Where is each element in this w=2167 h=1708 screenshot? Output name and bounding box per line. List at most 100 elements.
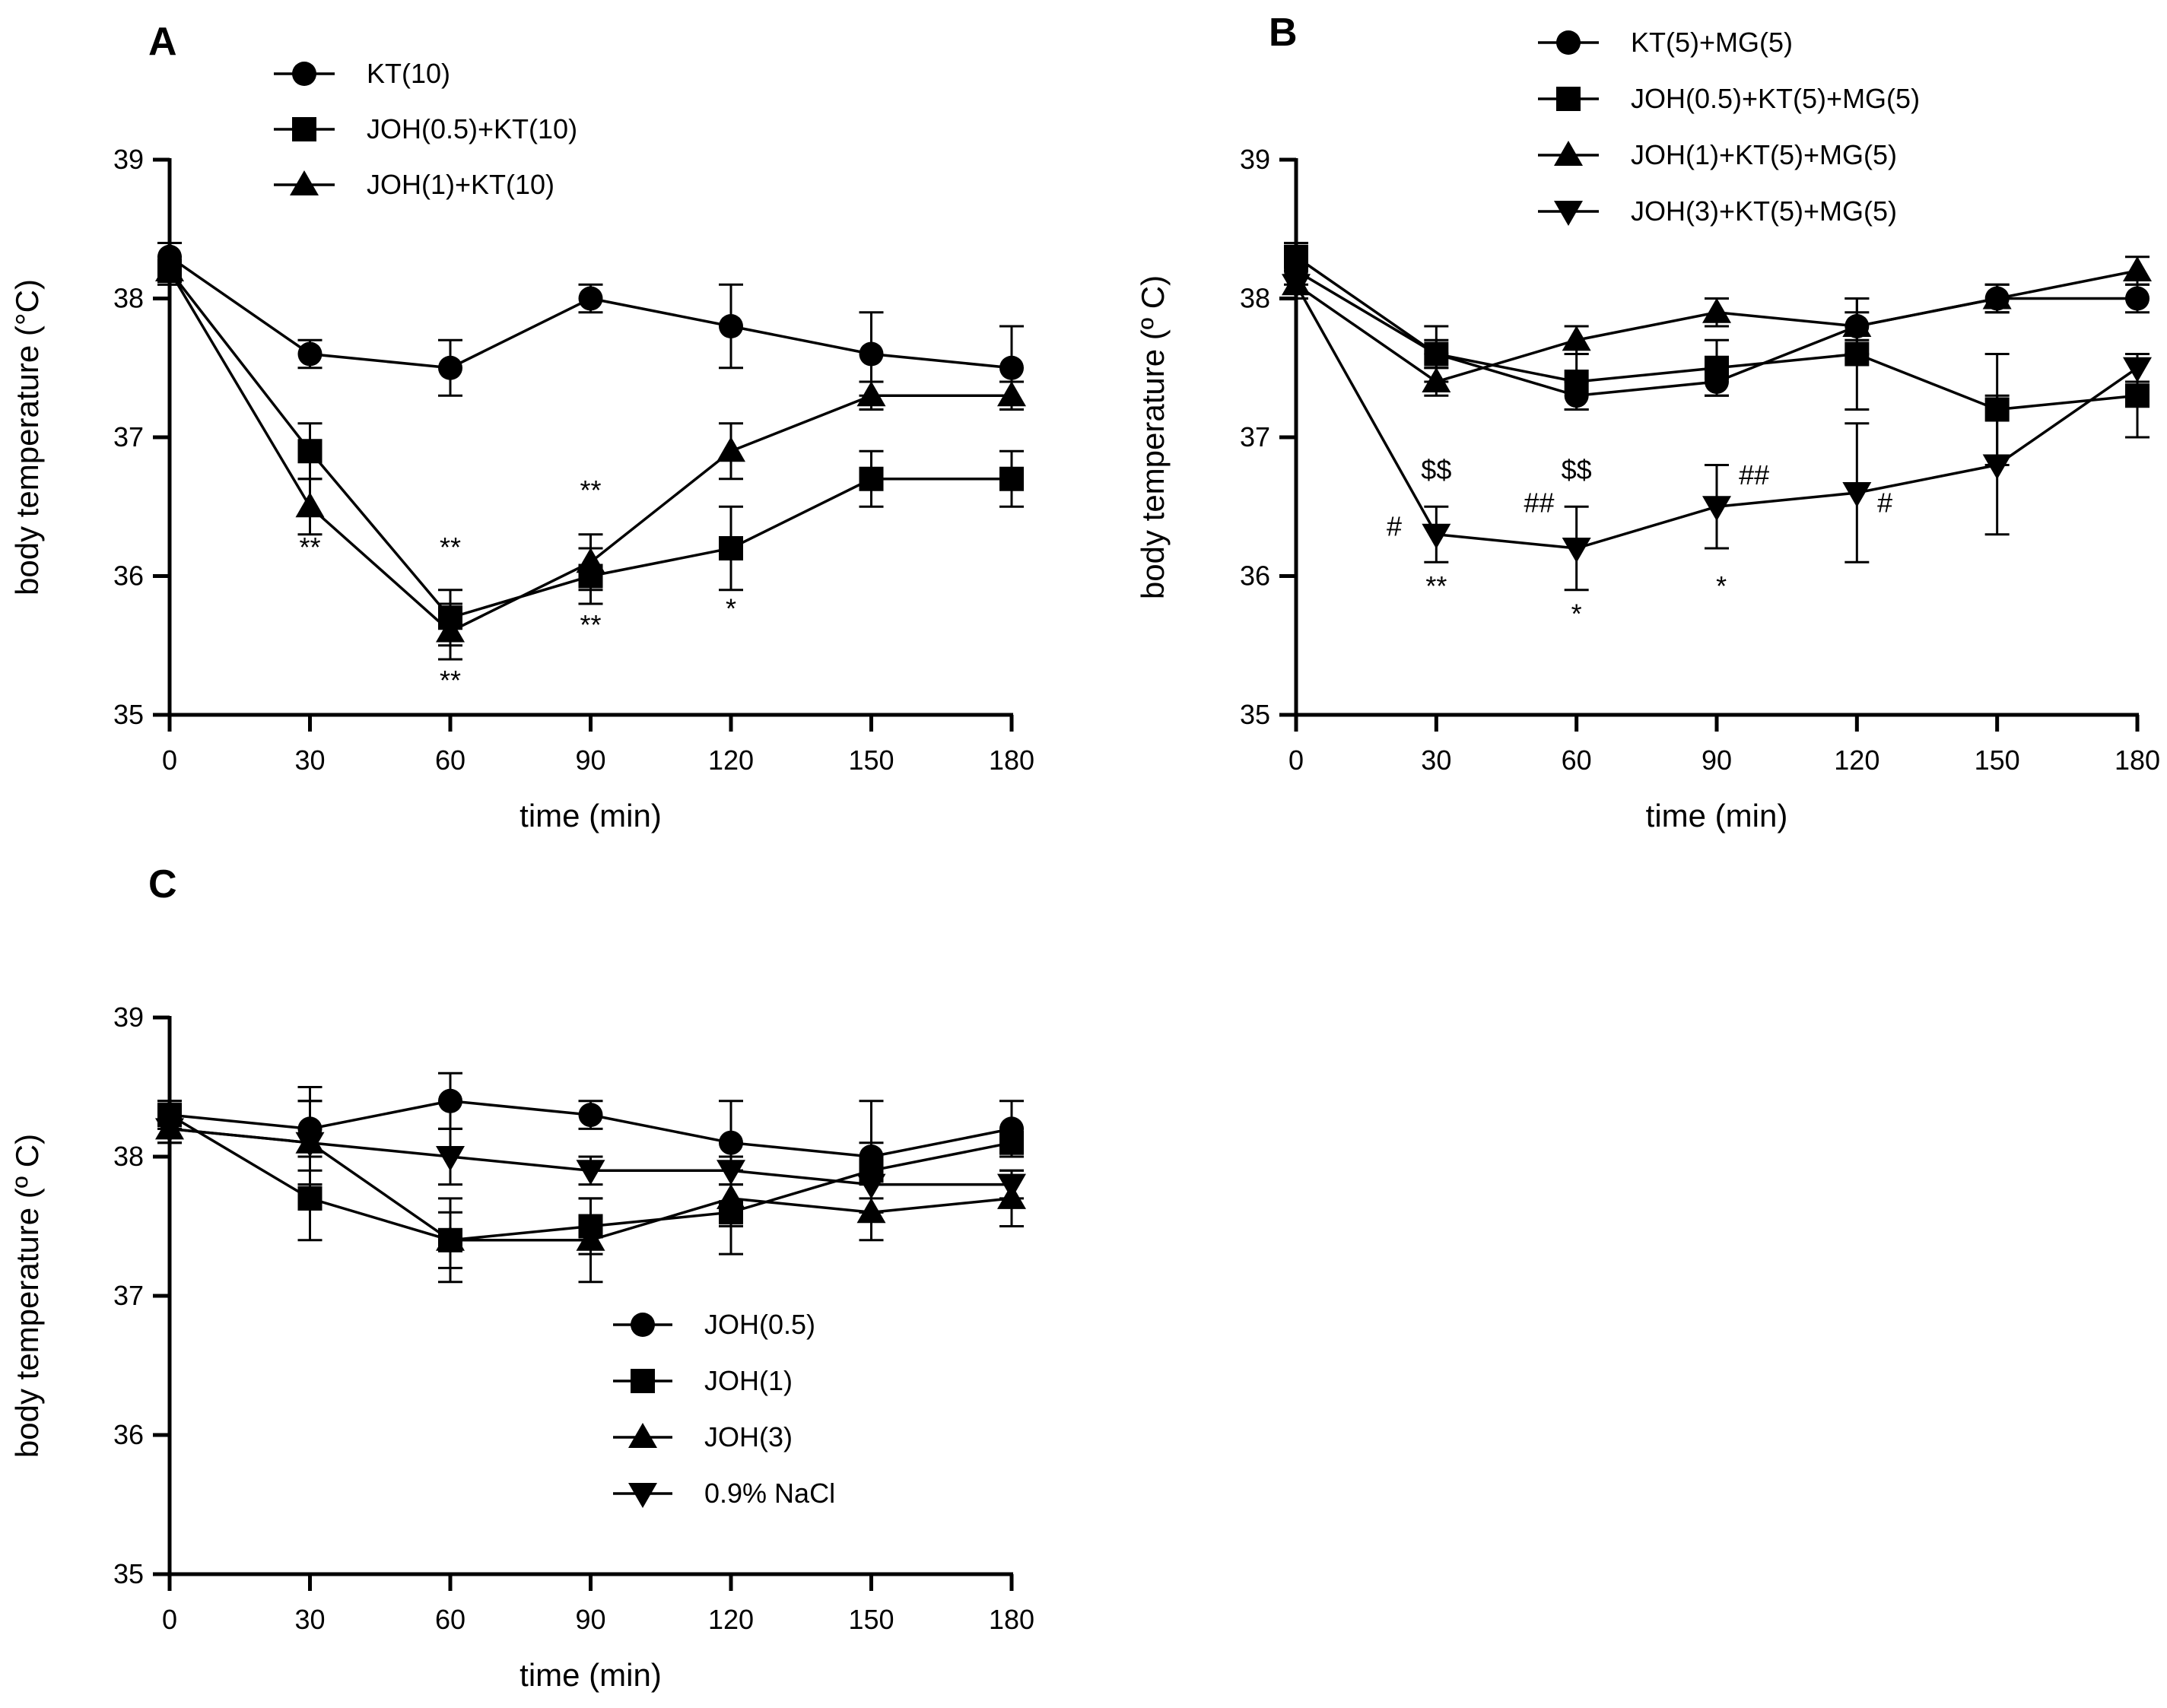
data-point — [717, 1160, 745, 1186]
legend-entry: JOH(0.5)+KT(10) — [274, 113, 577, 144]
data-point — [438, 1088, 462, 1113]
legend-label: JOH(0.5) — [704, 1309, 815, 1340]
data-point — [438, 355, 462, 380]
series-b-2 — [1284, 242, 2150, 466]
x-tick-label-c: 150 — [848, 1604, 894, 1635]
y-tick-label-c: 38 — [113, 1141, 144, 1172]
x-tick-label-a: 30 — [294, 744, 325, 776]
y-tick-label-a: 37 — [113, 421, 144, 452]
significance-mark: # — [1387, 511, 1402, 542]
data-point — [859, 341, 884, 367]
legend-entry: 0.9% NaCl — [613, 1478, 835, 1509]
significance-mark: ** — [1425, 570, 1447, 602]
y-tick-label-a: 36 — [113, 560, 144, 592]
data-point — [997, 381, 1026, 407]
legend-marker — [292, 62, 316, 86]
x-tick-label-c: 60 — [435, 1604, 465, 1635]
x-tick-label-c: 180 — [989, 1604, 1034, 1635]
x-tick-label-b: 30 — [1421, 744, 1451, 776]
x-tick-label-b: 90 — [1702, 744, 1732, 776]
significance-mark: ** — [440, 665, 461, 696]
significance-mark: ** — [580, 609, 601, 640]
legend-entry: JOH(0.5)+KT(5)+MG(5) — [1538, 83, 1920, 114]
legend-entry: JOH(1)+KT(5)+MG(5) — [1538, 139, 1897, 170]
panel-label-c: C — [148, 862, 177, 906]
data-point — [719, 1130, 743, 1155]
legend-marker — [1554, 201, 1583, 226]
x-axis-label-c: time (min) — [520, 1657, 662, 1693]
panel-b: B 35 36 37 38 39 0 30 60 90 120 150 180 time (min) bod… — [1135, 11, 2160, 833]
significance-mark: * — [726, 592, 736, 624]
panel-label-a: A — [148, 20, 177, 64]
data-point — [1842, 482, 1872, 507]
data-point — [578, 286, 603, 311]
y-tick-label-c: 39 — [113, 1002, 144, 1033]
data-point — [2125, 383, 2150, 408]
data-point — [717, 437, 745, 462]
significance-mark: $$ — [1562, 454, 1592, 485]
data-point — [1564, 370, 1589, 394]
data-point — [297, 1186, 323, 1211]
data-point — [576, 1225, 605, 1251]
series-b-4 — [1282, 269, 2152, 592]
significance-mark: ** — [440, 532, 461, 563]
legend-label: KT(5)+MG(5) — [1631, 27, 1793, 58]
legend-entry: JOH(3) — [613, 1421, 793, 1452]
data-point — [1422, 523, 1451, 549]
panel-a: A 35 36 37 38 39 0 30 60 90 120 150 180 time (min) bod… — [9, 20, 1034, 833]
data-point — [1982, 454, 2012, 480]
legend-marker — [292, 117, 316, 141]
data-point — [2123, 256, 2152, 281]
legend-label: JOH(1) — [704, 1365, 793, 1396]
panel-label-b: B — [1269, 11, 1298, 55]
legend-entry: JOH(0.5) — [613, 1309, 815, 1340]
y-tick-label-c: 37 — [113, 1280, 144, 1311]
legend-entry: KT(5)+MG(5) — [1538, 27, 1793, 58]
significance-mark: # — [1877, 487, 1892, 519]
significance-mark: ** — [580, 475, 601, 506]
data-point — [719, 314, 743, 338]
data-point — [999, 355, 1024, 380]
legend-label: JOH(1)+KT(10) — [367, 169, 554, 200]
significance-mark: ## — [1524, 487, 1554, 519]
x-tick-label-c: 120 — [708, 1604, 754, 1635]
data-point — [997, 1173, 1026, 1199]
legend-label: JOH(1)+KT(5)+MG(5) — [1631, 139, 1897, 170]
data-point — [1424, 341, 1449, 367]
data-point — [576, 548, 605, 573]
legend-marker — [290, 170, 319, 195]
data-point — [999, 1130, 1024, 1155]
data-point — [436, 617, 465, 643]
data-point — [1702, 297, 1731, 323]
legend-label: JOH(0.5)+KT(5)+MG(5) — [1631, 83, 1920, 114]
x-tick-label-b: 60 — [1562, 744, 1592, 776]
data-point — [297, 341, 323, 367]
data-point — [719, 536, 743, 560]
data-point — [295, 492, 325, 518]
legend-marker — [631, 1369, 655, 1393]
legend-a: KT(10) JOH(0.5)+KT(10) JOH(1)+KT(10) — [274, 58, 577, 200]
legend-marker — [628, 1483, 657, 1508]
legend-entry: JOH(1) — [613, 1365, 793, 1396]
y-axis-label-c: body temperature (º C) — [9, 1134, 45, 1458]
data-point — [436, 1225, 465, 1251]
legend-b: KT(5)+MG(5) JOH(0.5)+KT(5)+MG(5) JOH(1)+KT… — [1538, 27, 1920, 227]
data-point — [295, 1132, 325, 1157]
y-tick-label-b: 35 — [1240, 699, 1270, 730]
legend-label: JOH(3)+KT(5)+MG(5) — [1631, 195, 1897, 227]
x-tick-label-b: 180 — [2115, 744, 2160, 776]
series-b-3 — [1282, 256, 2152, 397]
legend-marker — [1556, 87, 1581, 111]
x-tick-label-a: 180 — [989, 744, 1034, 776]
data-point — [1562, 538, 1591, 563]
x-tick-label-c: 30 — [294, 1604, 325, 1635]
y-tick-label-a: 38 — [113, 283, 144, 314]
y-tick-label-b: 36 — [1240, 560, 1270, 592]
y-tick-label-a: 35 — [113, 699, 144, 730]
x-tick-label-b: 120 — [1834, 744, 1879, 776]
legend-label: 0.9% NaCl — [704, 1478, 835, 1509]
x-tick-label-a: 60 — [435, 744, 465, 776]
legend-entry: JOH(1)+KT(10) — [274, 169, 554, 200]
data-point — [1982, 284, 2012, 310]
